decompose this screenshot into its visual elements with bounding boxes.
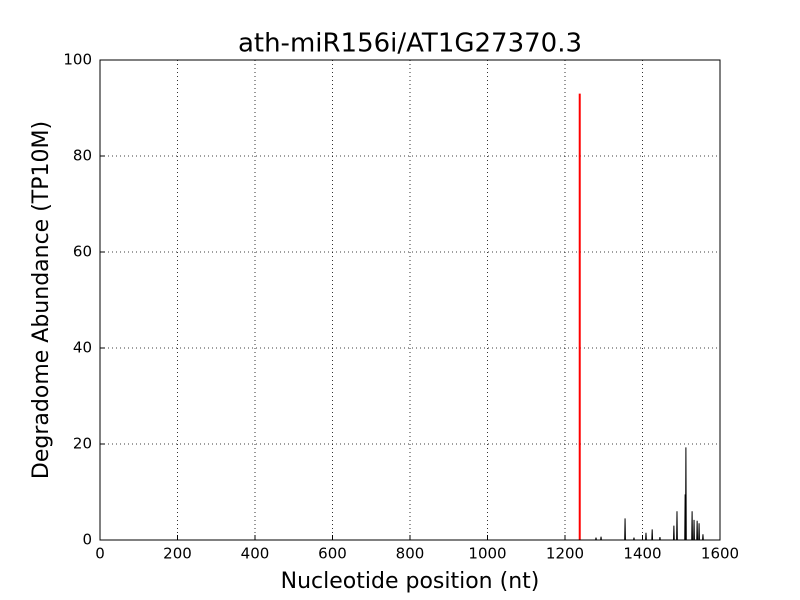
plot-frame	[99, 59, 721, 541]
x-axis-label: Nucleotide position (nt)	[281, 569, 540, 594]
data-line	[100, 447, 705, 541]
y-axis-label: Degradome Abundance (TP10M)	[29, 121, 54, 479]
x-tick-label: 1400	[623, 545, 661, 563]
y-tick-label: 20	[73, 435, 92, 453]
y-tick-label: 40	[73, 339, 92, 357]
x-tick-label: 600	[318, 545, 347, 563]
y-tick-label: 100	[63, 51, 92, 69]
y-tick-label: 60	[73, 243, 92, 261]
x-tick-label: 800	[396, 545, 425, 563]
y-tick-label: 80	[73, 147, 92, 165]
x-tick-label: 0	[95, 545, 105, 563]
x-tick-label: 1200	[546, 545, 584, 563]
x-tick-label: 200	[163, 545, 192, 563]
chart-title: ath-miR156i/AT1G27370.3	[238, 29, 582, 59]
x-tick-label: 1600	[701, 545, 739, 563]
y-tick-label: 0	[82, 531, 92, 549]
x-tick-label: 400	[241, 545, 270, 563]
x-tick-label: 1000	[468, 545, 506, 563]
